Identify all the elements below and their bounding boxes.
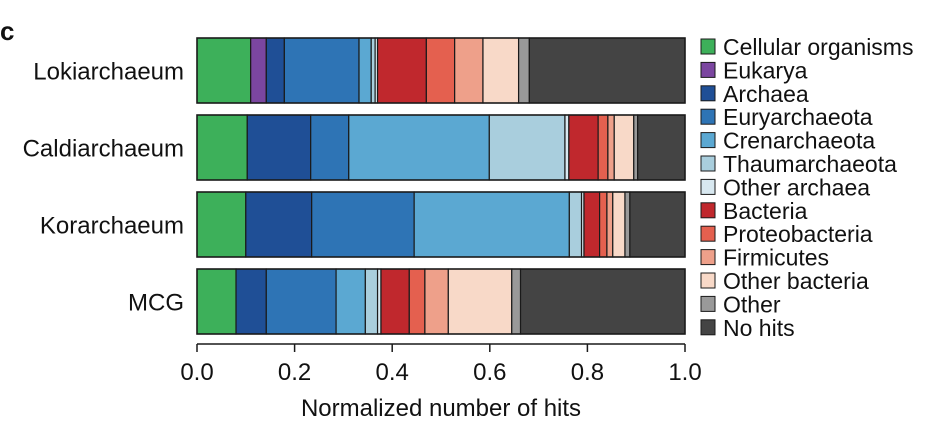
bar-segment-mcg-other — [511, 268, 522, 335]
bar-segment-caldiarchaeum-thaumarchaeota — [488, 114, 566, 181]
legend-swatch-eukarya — [700, 61, 716, 78]
legend-label-no-hits: No hits — [723, 315, 795, 341]
bar-segment-korarchaeum-other — [624, 191, 631, 258]
bar-segment-caldiarchaeum-other-bacteria — [613, 114, 635, 181]
bar-outline-lokiarchaeum — [196, 37, 686, 104]
bar-segment-mcg-archaea — [235, 268, 267, 335]
category-labels: Lokiarchaeum Caldiarchaeum Korarchaeum MCG — [23, 59, 184, 317]
bar-segment-korarchaeum-firmicutes — [606, 191, 614, 258]
x-tick-label-5: 1.0 — [668, 359, 701, 386]
x-tick-label-3: 0.6 — [473, 359, 506, 386]
bar-segment-lokiarchaeum-firmicutes — [454, 37, 484, 104]
bar-segment-lokiarchaeum-eukarya — [250, 37, 267, 104]
bar-segment-lokiarchaeum-bacteria — [376, 37, 427, 104]
bar-segment-lokiarchaeum-no-hits — [528, 37, 686, 104]
bar-segment-mcg-no-hits — [519, 268, 686, 335]
bar-segment-korarchaeum-euryarchaeota — [311, 191, 415, 258]
legend-swatch-firmicutes — [700, 249, 716, 266]
bar-segment-korarchaeum-thaumarchaeota — [568, 191, 583, 258]
bar-segment-caldiarchaeum-proteobacteria — [597, 114, 609, 181]
category-label-caldiarchaeum: Caldiarchaeum — [23, 136, 184, 163]
legend-label-cellular-organisms: Cellular organisms — [723, 34, 913, 60]
x-tick-label-4: 0.8 — [571, 359, 604, 386]
legend-swatch-other-archaea — [700, 178, 716, 195]
bar-segment-lokiarchaeum-proteobacteria — [425, 37, 456, 104]
legend-label-bacteria: Bacteria — [723, 198, 808, 224]
legend-swatch-bacteria — [700, 202, 716, 219]
x-tick-label-2: 0.4 — [376, 359, 409, 386]
bar-segment-caldiarchaeum-crenarchaeota — [348, 114, 490, 181]
category-label-korarchaeum: Korarchaeum — [40, 213, 184, 240]
category-label-mcg: MCG — [128, 290, 184, 317]
legend-swatch-no-hits — [700, 319, 716, 336]
legend-label-proteobacteria: Proteobacteria — [723, 221, 873, 247]
legend-swatch-other — [700, 295, 716, 312]
bar-segment-korarchaeum-cellular-organisms — [196, 191, 247, 258]
bar-segment-korarchaeum-other-bacteria — [612, 191, 626, 258]
bar-segment-mcg-bacteria — [380, 268, 410, 335]
bar-segment-caldiarchaeum-no-hits — [637, 114, 686, 181]
bar-segment-lokiarchaeum-cellular-organisms — [196, 37, 252, 104]
legend-swatch-euryarchaeota — [700, 108, 716, 125]
bar-segment-caldiarchaeum-firmicutes — [607, 114, 615, 181]
bar-segment-mcg-crenarchaeota — [335, 268, 366, 335]
bars-layer — [196, 37, 686, 335]
legend-swatch-thaumarchaeota — [700, 155, 716, 172]
bar-segment-lokiarchaeum-other — [517, 37, 530, 104]
bar-segment-mcg-firmicutes — [424, 268, 449, 335]
bar-segment-korarchaeum-bacteria — [583, 191, 601, 258]
legend-label-other: Other — [723, 291, 781, 317]
legend-label-firmicutes: Firmicutes — [723, 245, 829, 271]
bar-segment-lokiarchaeum-archaea — [265, 37, 285, 104]
legend-label-archaea: Archaea — [723, 81, 809, 107]
bar-segment-caldiarchaeum-euryarchaeota — [310, 114, 350, 181]
legend-label-eukarya: Eukarya — [723, 57, 808, 83]
bar-segment-korarchaeum-no-hits — [629, 191, 686, 258]
legend-swatch-cellular-organisms — [700, 38, 716, 55]
bar-segment-caldiarchaeum-archaea — [246, 114, 312, 181]
bar-outline-mcg — [196, 268, 686, 335]
bar-segment-lokiarchaeum-crenarchaeota — [358, 37, 372, 104]
category-label-lokiarchaeum: Lokiarchaeum — [33, 59, 184, 86]
bar-outline-caldiarchaeum — [196, 114, 686, 181]
legend: Cellular organismsEukaryaArchaeaEuryarch… — [700, 34, 913, 341]
bar-segment-mcg-euryarchaeota — [265, 268, 337, 335]
bar-segment-caldiarchaeum-cellular-organisms — [196, 114, 248, 181]
bar-segment-korarchaeum-crenarchaeota — [413, 191, 570, 258]
bar-segment-lokiarchaeum-other-bacteria — [482, 37, 520, 104]
bar-segment-mcg-thaumarchaeota — [364, 268, 379, 335]
legend-swatch-archaea — [700, 85, 716, 102]
bar-segment-caldiarchaeum-bacteria — [568, 114, 599, 181]
legend-label-crenarchaeota: Crenarchaeota — [723, 128, 875, 154]
legend-swatch-crenarchaeota — [700, 132, 716, 149]
x-axis-label: Normalized number of hits — [301, 395, 581, 420]
panel-label: c — [0, 16, 14, 46]
bar-segment-mcg-proteobacteria — [408, 268, 426, 335]
legend-swatch-proteobacteria — [700, 225, 716, 242]
x-tick-label-0: 0.0 — [180, 359, 213, 386]
legend-label-thaumarchaeota: Thaumarchaeota — [723, 151, 897, 177]
legend-label-other-bacteria: Other bacteria — [723, 268, 869, 294]
legend-label-other-archaea: Other archaea — [723, 174, 870, 200]
bar-segment-mcg-other-bacteria — [447, 268, 513, 335]
bar-outline-korarchaeum — [196, 191, 686, 258]
x-axis: 0.0 0.2 0.4 0.6 0.8 1.0 — [180, 343, 702, 386]
bar-segment-mcg-cellular-organisms — [196, 268, 237, 335]
x-tick-label-1: 0.2 — [278, 359, 311, 386]
legend-swatch-other-bacteria — [700, 272, 716, 289]
bar-segment-lokiarchaeum-euryarchaeota — [283, 37, 360, 104]
legend-label-euryarchaeota: Euryarchaeota — [723, 104, 873, 130]
bar-segment-korarchaeum-proteobacteria — [598, 191, 608, 258]
bar-segment-korarchaeum-archaea — [245, 191, 313, 258]
